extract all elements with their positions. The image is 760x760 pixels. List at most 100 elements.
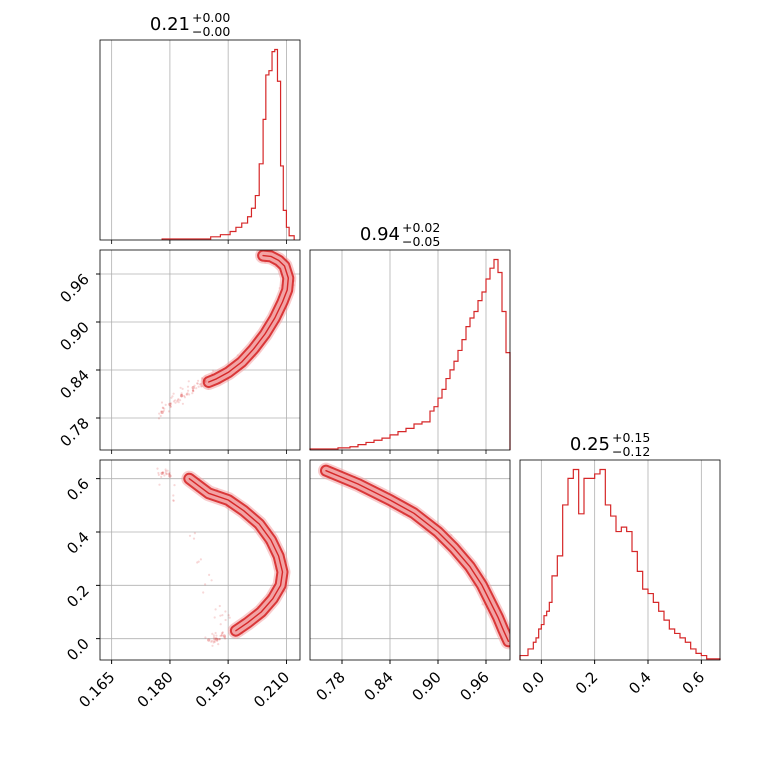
histogram-bar [589, 478, 594, 660]
scatter-point [213, 637, 216, 641]
density-layer [318, 462, 513, 650]
histogram-bar [398, 432, 406, 450]
scatter-panel-p1-p2 [309, 459, 513, 664]
scatter-point [161, 471, 164, 474]
scatter-point [216, 639, 219, 643]
scatter-point [220, 634, 223, 637]
histogram-bar [547, 611, 550, 660]
scatter-point [174, 401, 177, 404]
y-tick-labels-p2: 0.0 0.2 0.4 0.6 [63, 475, 100, 665]
histogram-bar [584, 478, 589, 660]
scatter-point [216, 638, 219, 641]
scatter-point [161, 471, 165, 474]
scatter-point [157, 473, 160, 476]
scatter-point [160, 401, 164, 404]
scatter-panel-p0-p2 [96, 459, 301, 664]
scatter-point [197, 560, 200, 563]
scatter-point [208, 573, 211, 577]
scatter-point [180, 392, 183, 395]
scatter-point [167, 410, 171, 413]
histogram-bar [474, 311, 478, 450]
axes-frame [99, 39, 301, 241]
histogram-bar [573, 470, 578, 660]
scatter-point [211, 632, 214, 636]
scatter-point [183, 396, 186, 399]
scatter-point [221, 631, 224, 634]
scatter-point [163, 407, 166, 410]
histogram-bar [458, 350, 462, 450]
scatter-point [204, 636, 207, 639]
histogram-bar [541, 625, 544, 660]
scatter-point [211, 644, 214, 647]
x-tick-labels-p1: 0.78 0.84 0.90 0.96 [312, 660, 493, 704]
scatter-point [212, 634, 215, 637]
scatter-point [228, 616, 231, 619]
axes-frame [519, 459, 721, 661]
scatter-point [180, 395, 183, 398]
histogram-bar [422, 422, 430, 450]
scatter-point [199, 558, 202, 561]
scatter-point [164, 470, 167, 473]
histogram-bar [701, 656, 706, 660]
title-upper-error: +0.15 [612, 430, 650, 445]
histogram-step-p0 [161, 48, 295, 240]
scatter-point [162, 409, 165, 412]
scatter-point [195, 387, 198, 390]
scatter-point [212, 636, 216, 639]
x-tick-label: 0.6 [679, 668, 709, 698]
x-tick-label: 0.210 [250, 668, 293, 711]
scatter-point [197, 385, 200, 388]
histogram-bar [568, 478, 573, 660]
histogram-bar [685, 642, 690, 660]
scatter-point [172, 494, 175, 497]
scatter-point [220, 634, 223, 637]
y-tick-label: 0.0 [63, 635, 93, 665]
histogram-bar [691, 649, 696, 660]
title-lower-error: −0.05 [402, 234, 440, 249]
scatter-point [196, 561, 199, 564]
contour-line-outer [320, 464, 510, 648]
histogram-bar [696, 653, 701, 660]
scatter-point [188, 534, 192, 537]
histogram-bar [390, 435, 398, 450]
scatter-point [169, 405, 172, 408]
histogram-bar [600, 470, 605, 660]
scatter-point [158, 483, 161, 486]
scatter-point [207, 638, 211, 642]
scatter-point [169, 402, 172, 405]
histogram-bar [632, 551, 637, 660]
scatter-point [157, 471, 160, 475]
scatter-point [164, 471, 167, 474]
scatter-point [174, 399, 177, 402]
scatter-point [224, 610, 227, 613]
histogram-bar [434, 407, 438, 450]
x-tick-label: 0.0 [519, 668, 549, 698]
x-tick-label: 0.96 [456, 668, 492, 704]
scatter-point [203, 379, 207, 383]
panel-title-p0: 0.21 +0.00−0.00 [150, 10, 230, 39]
density-region-inner [322, 466, 510, 646]
histogram-panel-p2: 0.25 +0.15−0.12 [519, 430, 721, 664]
scatter-point [179, 399, 182, 402]
scatter-point [177, 401, 180, 404]
title-lower-error: −0.00 [192, 24, 230, 39]
x-tick-label: 0.2 [572, 668, 602, 698]
histogram-bar [616, 532, 621, 660]
scatter-point [213, 640, 217, 643]
scatter-panel-p0-p1 [96, 249, 301, 454]
scatter-point [210, 639, 214, 642]
density-region-inner [185, 474, 287, 635]
scatter-point [160, 410, 163, 413]
x-tick-labels-p2: 0.0 0.2 0.4 0.6 [519, 660, 709, 698]
scatter-point [168, 402, 172, 406]
scatter-point [218, 638, 221, 641]
scatter-point [185, 393, 189, 396]
scatter-point [511, 640, 513, 642]
scatter-point [187, 389, 190, 392]
scatter-point [191, 389, 194, 392]
scatter-point [220, 632, 224, 635]
histogram-bar [406, 428, 414, 450]
histogram-bar [490, 268, 494, 450]
contour-line-inner [325, 470, 510, 642]
histogram-bar [466, 327, 470, 450]
